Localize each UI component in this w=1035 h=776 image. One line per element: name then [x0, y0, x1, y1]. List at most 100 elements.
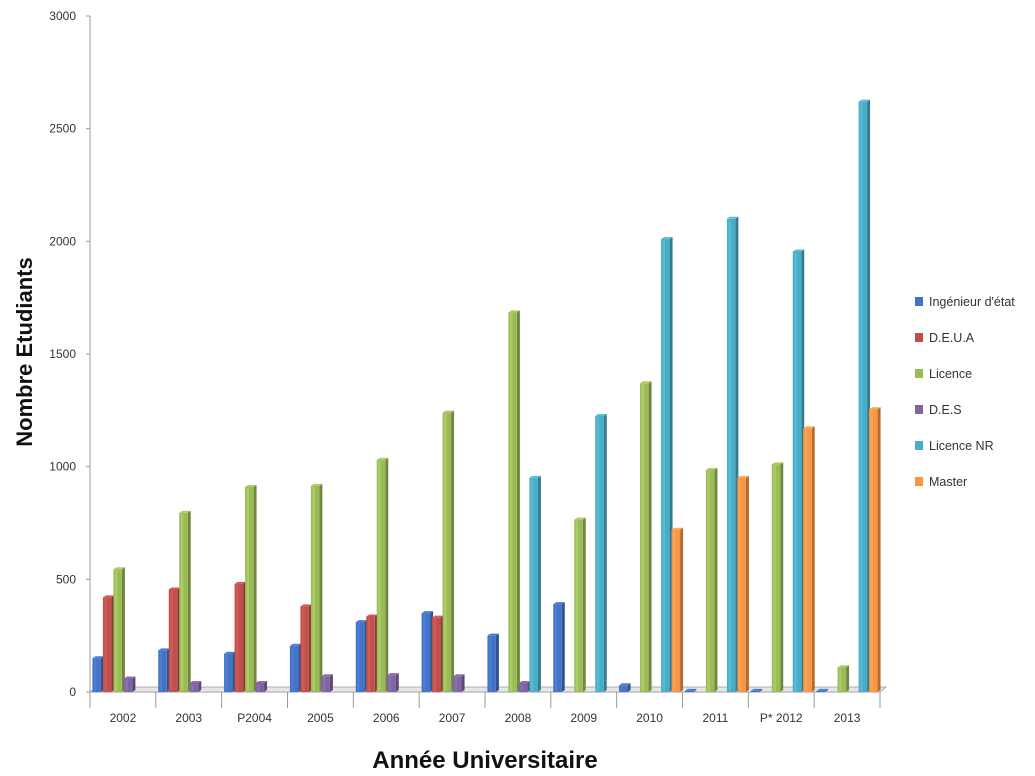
bar-side	[198, 680, 202, 692]
bar-side	[187, 510, 191, 692]
bar-front	[289, 645, 299, 692]
bar-side	[780, 462, 784, 692]
bar	[529, 475, 541, 692]
bar-highlight	[367, 617, 371, 691]
y-tick-label: 3000	[49, 9, 76, 23]
bar	[376, 457, 389, 692]
bar-side	[648, 381, 652, 692]
bar-side	[603, 413, 607, 692]
bar	[310, 483, 323, 692]
bar-top	[442, 410, 455, 413]
bar-side	[714, 468, 718, 692]
bar-highlight	[322, 677, 326, 691]
bar-highlight	[596, 416, 600, 691]
legend-label: Master	[929, 475, 967, 489]
bar-front	[661, 239, 670, 692]
bar	[750, 688, 763, 692]
bar-top	[869, 407, 881, 410]
bar	[366, 614, 378, 692]
bar-top	[92, 656, 104, 659]
bar	[792, 249, 805, 692]
bar	[771, 462, 784, 692]
y-tick-label: 500	[56, 572, 76, 586]
bar	[858, 99, 871, 693]
bar-top	[684, 688, 697, 691]
y-tick-labels: 0 500 1000 1500 2000 2500 3000	[49, 9, 76, 699]
bar-top	[792, 249, 805, 252]
bar-side	[627, 683, 631, 692]
bar-front	[421, 613, 431, 692]
bar-front	[113, 569, 122, 692]
bar-highlight	[530, 478, 534, 691]
bar-top	[189, 680, 202, 683]
bar-top	[387, 673, 399, 676]
bar-front	[671, 529, 681, 692]
bar	[595, 413, 607, 692]
bar-side	[451, 410, 455, 692]
legend-swatch	[915, 477, 923, 486]
bar-side	[461, 674, 465, 692]
bar-front	[123, 678, 133, 692]
bar-side	[121, 567, 125, 692]
x-tick-label: 2006	[373, 711, 400, 725]
bar-side	[385, 457, 389, 692]
x-tick-label: 2003	[175, 711, 202, 725]
legend-swatch	[915, 405, 923, 414]
bar-top	[671, 527, 684, 530]
bar-top	[574, 517, 586, 520]
bar-highlight	[575, 520, 579, 691]
y-tick-label: 1000	[49, 460, 76, 474]
bar-highlight	[433, 618, 437, 691]
bar-side	[680, 527, 684, 692]
bar	[158, 648, 170, 692]
bar-front	[619, 685, 628, 692]
bar	[726, 216, 739, 693]
bar-highlight	[357, 623, 360, 691]
bar-top	[529, 475, 541, 478]
bar-side	[495, 633, 499, 692]
bar-highlight	[804, 429, 808, 691]
bar-top	[487, 633, 499, 636]
bar	[168, 587, 181, 692]
bar-top	[123, 676, 136, 679]
bar-top	[726, 216, 739, 219]
bar-front	[508, 312, 517, 692]
bar-top	[705, 468, 718, 471]
bar-highlight	[839, 668, 842, 691]
bar-top	[518, 680, 531, 683]
bar	[113, 567, 125, 692]
bar-front	[726, 218, 736, 693]
bar	[289, 643, 302, 692]
bar	[816, 688, 829, 692]
bar	[179, 510, 191, 692]
legend-swatch	[915, 441, 923, 450]
bar	[508, 310, 520, 692]
bar	[661, 237, 673, 692]
bar-side	[759, 688, 763, 692]
bar-side	[319, 483, 323, 692]
bar-top	[168, 587, 181, 590]
bar	[92, 656, 104, 692]
bar-side	[745, 475, 749, 692]
bar-side	[516, 310, 520, 692]
bar-side	[582, 517, 586, 692]
bar-highlight	[662, 240, 666, 691]
bar	[803, 426, 815, 692]
bar	[234, 581, 247, 692]
bar	[487, 633, 499, 692]
x-tick-label: 2009	[570, 711, 597, 725]
bar-highlight	[728, 219, 731, 692]
bar-highlight	[488, 636, 492, 691]
bar-highlight	[301, 607, 305, 691]
bar-top	[508, 310, 520, 313]
bar-top	[179, 510, 191, 513]
legend-label: D.E.U.A	[929, 331, 975, 345]
bar-top	[289, 643, 302, 646]
bar-side	[329, 674, 333, 692]
chart-bars	[92, 99, 881, 693]
x-tick-label: 2010	[636, 711, 663, 725]
bar-top	[355, 620, 368, 623]
legend-swatch	[915, 369, 923, 378]
bar-side	[264, 680, 268, 692]
